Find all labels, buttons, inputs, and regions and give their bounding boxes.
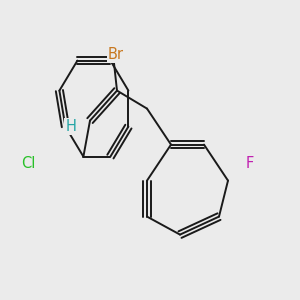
Text: Br: Br xyxy=(108,46,124,62)
Text: F: F xyxy=(245,156,254,171)
Text: Cl: Cl xyxy=(21,156,35,171)
Text: H: H xyxy=(66,119,76,134)
